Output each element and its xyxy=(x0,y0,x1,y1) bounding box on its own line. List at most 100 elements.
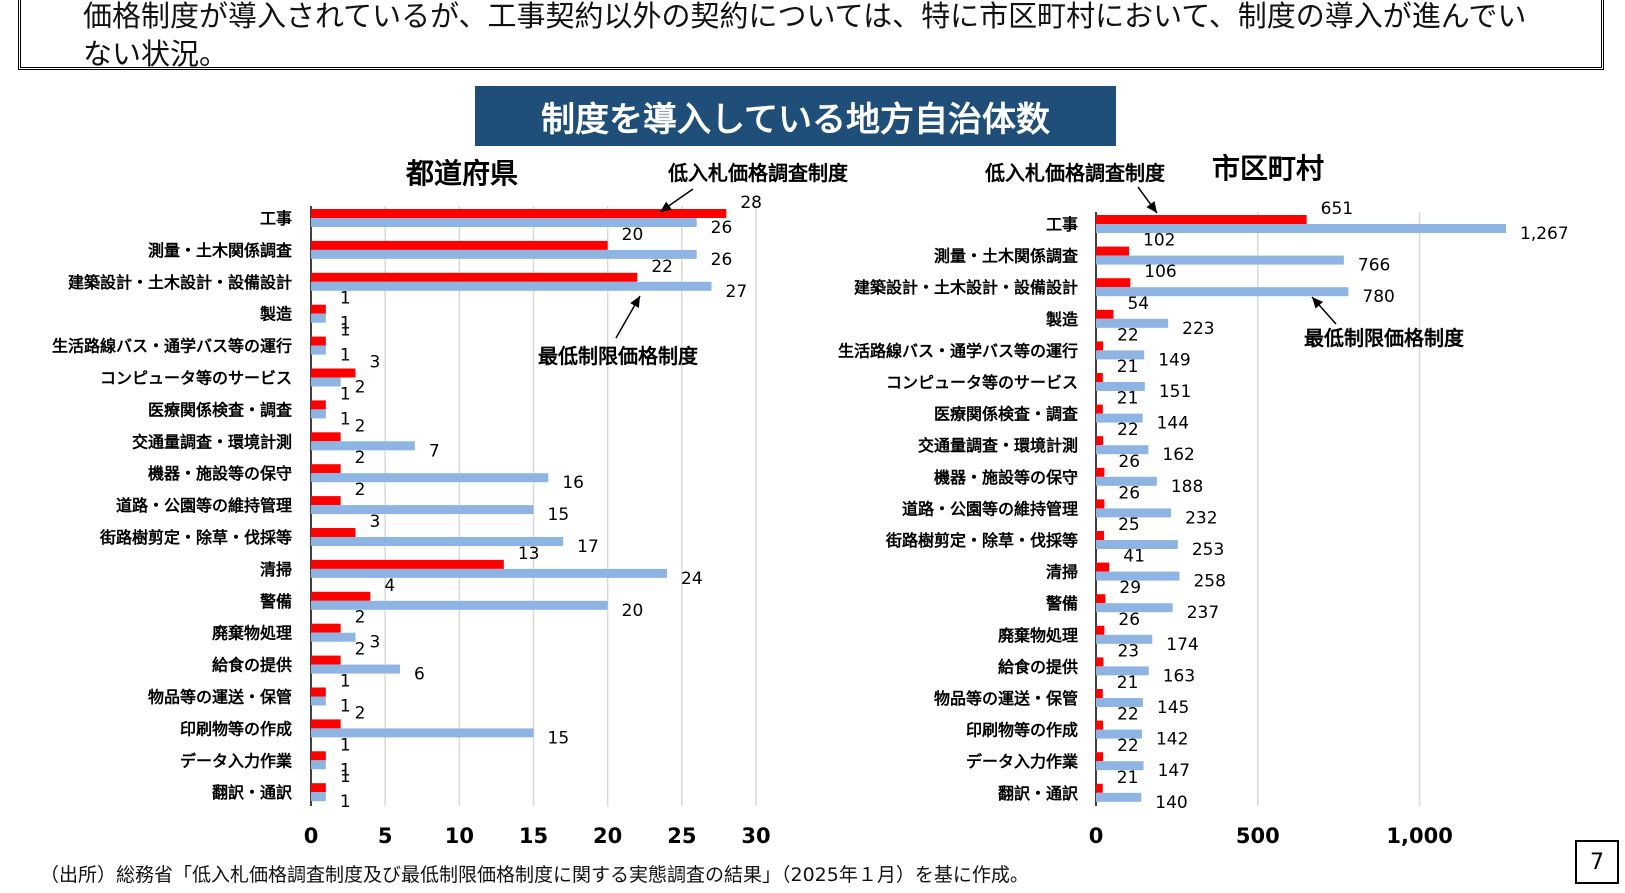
value-label-low-bid-survey: 26 xyxy=(1118,483,1140,503)
category-label: 機器・施設等の保守 xyxy=(148,464,292,483)
value-label-low-bid-survey: 26 xyxy=(1118,610,1140,630)
bar-minimum-price xyxy=(1096,729,1142,739)
value-label-minimum-price: 1,267 xyxy=(1520,224,1569,244)
bar-low-bid-survey xyxy=(1096,625,1105,635)
value-label-low-bid-survey: 22 xyxy=(1117,705,1139,725)
value-label-minimum-price: 26 xyxy=(711,250,733,270)
category-label: 機器・施設等の保守 xyxy=(934,468,1078,487)
annotation-arrowhead xyxy=(660,201,672,212)
category-label: 工事 xyxy=(260,209,292,228)
category-label: 廃棄物処理 xyxy=(998,626,1078,645)
value-label-low-bid-survey: 1 xyxy=(340,767,351,787)
category-label: 給食の提供 xyxy=(212,656,292,675)
category-label: 印刷物等の作成 xyxy=(180,719,292,738)
bar-minimum-price xyxy=(311,313,326,323)
value-label-minimum-price: 188 xyxy=(1171,477,1203,497)
bar-low-bid-survey xyxy=(1096,404,1103,414)
bar-low-bid-survey xyxy=(311,751,326,761)
value-label-low-bid-survey: 2 xyxy=(355,640,366,660)
bar-minimum-price xyxy=(1096,792,1142,802)
bar-minimum-price xyxy=(1096,382,1145,391)
source-note: （出所）総務省「低入札価格調査制度及び最低制限価格制度に関する実態調査の結果」（… xyxy=(40,864,1029,886)
value-label-low-bid-survey: 1 xyxy=(340,672,351,692)
value-label-low-bid-survey: 25 xyxy=(1118,515,1140,535)
value-label-minimum-price: 142 xyxy=(1156,730,1188,750)
summary-box: 価格制度が導入されているが、工事契約以外の契約については、特に市区町村において、… xyxy=(18,0,1604,71)
bar-minimum-price xyxy=(311,760,326,770)
value-label-minimum-price: 16 xyxy=(562,473,584,493)
bar-minimum-price xyxy=(1096,287,1349,297)
chart-title: 市区町村 xyxy=(1212,152,1324,185)
value-label-low-bid-survey: 22 xyxy=(1117,325,1139,345)
bar-minimum-price xyxy=(1096,666,1149,676)
bar-minimum-price xyxy=(311,568,667,578)
value-label-minimum-price: 15 xyxy=(548,728,570,748)
category-label: 建築設計・土木設計・設備設計 xyxy=(68,273,292,292)
category-label: 測量・土木関係調査 xyxy=(148,241,292,260)
bar-minimum-price xyxy=(311,249,697,259)
value-label-low-bid-survey: 22 xyxy=(1117,736,1139,756)
bar-low-bid-survey xyxy=(1096,752,1104,762)
value-label-minimum-price: 24 xyxy=(681,569,703,589)
value-label-low-bid-survey: 21 xyxy=(1117,389,1139,409)
x-tick-label: 0 xyxy=(1089,824,1104,848)
category-label: 道路・公園等の維持管理 xyxy=(902,499,1078,518)
value-label-low-bid-survey: 3 xyxy=(370,512,381,532)
bar-low-bid-survey xyxy=(311,655,341,665)
bar-minimum-price xyxy=(1096,540,1178,549)
value-label-minimum-price: 140 xyxy=(1155,793,1187,813)
value-label-low-bid-survey: 1 xyxy=(340,735,351,755)
bar-minimum-price xyxy=(1096,634,1153,644)
value-label-minimum-price: 766 xyxy=(1358,256,1390,276)
category-label: 街路樹剪定・除草・伐採等 xyxy=(885,531,1078,550)
bar-low-bid-survey xyxy=(311,368,356,378)
bar-minimum-price xyxy=(311,473,549,483)
value-label-low-bid-survey: 1 xyxy=(340,321,351,341)
bar-low-bid-survey xyxy=(1096,657,1104,667)
x-tick-label: 5 xyxy=(378,824,393,848)
value-label-low-bid-survey: 651 xyxy=(1321,199,1353,219)
bar-low-bid-survey xyxy=(311,209,727,218)
bar-low-bid-survey xyxy=(311,687,326,697)
bar-low-bid-survey xyxy=(1096,373,1103,382)
value-label-low-bid-survey: 13 xyxy=(518,544,540,564)
bar-low-bid-survey xyxy=(1096,341,1104,351)
value-label-low-bid-survey: 41 xyxy=(1123,547,1145,567)
bar-minimum-price xyxy=(311,600,608,610)
category-label: 清掃 xyxy=(260,560,292,579)
bar-low-bid-survey xyxy=(311,559,504,569)
value-label-minimum-price: 163 xyxy=(1163,666,1195,686)
category-label: 印刷物等の作成 xyxy=(966,721,1078,740)
value-label-minimum-price: 6 xyxy=(414,665,425,685)
category-label: 警備 xyxy=(1045,594,1078,613)
value-label-low-bid-survey: 3 xyxy=(370,353,381,373)
chart-title-banner: 制度を導入している地方自治体数 xyxy=(475,86,1116,146)
bar-low-bid-survey xyxy=(1096,689,1103,698)
bar-minimum-price xyxy=(1096,413,1143,423)
annotation-arrowhead xyxy=(630,296,640,309)
value-label-minimum-price: 1 xyxy=(340,792,351,812)
value-label-low-bid-survey: 22 xyxy=(651,257,673,277)
x-tick-label: 30 xyxy=(741,824,770,848)
value-label-low-bid-survey: 21 xyxy=(1117,673,1139,693)
bar-low-bid-survey xyxy=(1096,246,1130,256)
value-label-minimum-price: 780 xyxy=(1362,287,1394,307)
value-label-low-bid-survey: 1 xyxy=(340,384,351,404)
bar-low-bid-survey xyxy=(311,464,341,474)
bar-low-bid-survey xyxy=(311,400,326,410)
bar-minimum-price xyxy=(1096,318,1169,328)
value-label-minimum-price: 1 xyxy=(340,346,351,366)
bar-low-bid-survey xyxy=(1096,783,1103,793)
value-label-minimum-price: 27 xyxy=(726,282,748,302)
bar-minimum-price xyxy=(1096,698,1143,707)
x-tick-label: 25 xyxy=(667,824,696,848)
category-label: 建築設計・土木設計・設備設計 xyxy=(854,278,1078,297)
x-tick-label: 1,000 xyxy=(1386,824,1452,848)
value-label-minimum-price: 3 xyxy=(370,633,381,653)
category-label: 生活路線バス・通学バス等の運行 xyxy=(52,337,292,356)
x-tick-label: 10 xyxy=(445,824,474,848)
bar-minimum-price xyxy=(1096,445,1149,455)
category-label: 医療関係検査・調査 xyxy=(148,400,292,419)
category-label: データ入力作業 xyxy=(966,752,1079,771)
bar-minimum-price xyxy=(1096,224,1506,233)
